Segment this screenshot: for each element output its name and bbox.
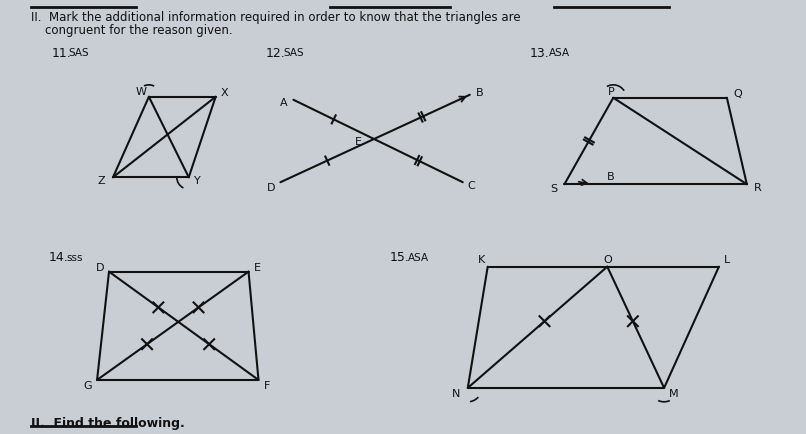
Text: G: G: [84, 380, 92, 390]
Text: SAS: SAS: [69, 48, 89, 58]
Text: N: N: [451, 388, 459, 398]
Text: Y: Y: [193, 176, 201, 186]
Text: 12.: 12.: [265, 46, 285, 59]
Text: W: W: [136, 87, 147, 97]
Text: SAS: SAS: [284, 48, 304, 58]
Text: L: L: [724, 254, 730, 264]
Text: Z: Z: [98, 176, 105, 186]
Text: D: D: [267, 183, 276, 193]
Text: S: S: [550, 184, 558, 194]
Text: congruent for the reason given.: congruent for the reason given.: [45, 24, 233, 37]
Text: D: D: [96, 262, 104, 272]
Text: K: K: [477, 254, 484, 264]
Text: ASA: ASA: [408, 252, 429, 262]
Text: 13.: 13.: [530, 46, 550, 59]
Text: 15.: 15.: [390, 251, 410, 263]
Text: II.  Mark the additional information required in order to know that the triangle: II. Mark the additional information requ…: [31, 11, 521, 24]
Text: sss: sss: [66, 252, 83, 262]
Text: R: R: [754, 183, 762, 193]
Text: A: A: [280, 98, 288, 108]
Text: F: F: [264, 380, 270, 390]
Text: 14.: 14.: [48, 251, 68, 263]
Text: B: B: [476, 88, 484, 98]
Text: C: C: [467, 181, 476, 191]
Text: II.  Find the following.: II. Find the following.: [31, 416, 185, 429]
Text: M: M: [669, 388, 679, 398]
Text: E: E: [355, 137, 362, 147]
Text: X: X: [221, 88, 228, 98]
Text: Q: Q: [733, 89, 742, 99]
Text: O: O: [603, 254, 612, 264]
Text: B: B: [607, 172, 614, 182]
Text: ASA: ASA: [549, 48, 570, 58]
Text: E: E: [254, 262, 260, 272]
Text: P: P: [608, 87, 615, 97]
Text: 11.: 11.: [52, 46, 71, 59]
